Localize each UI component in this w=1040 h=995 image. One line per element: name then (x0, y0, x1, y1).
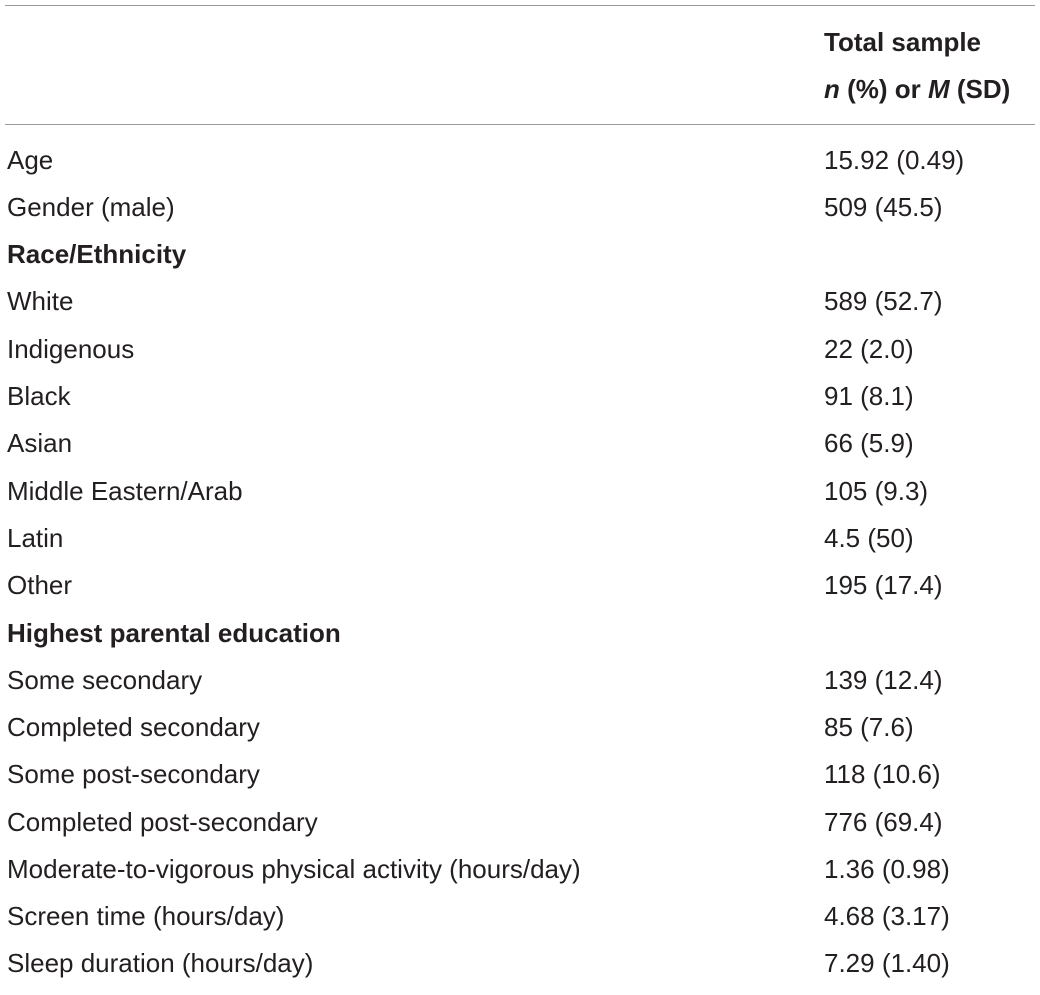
column-header-line1: Total sample (824, 27, 982, 57)
row-label: White (7, 286, 74, 316)
table-top-rule (5, 5, 1035, 6)
row-label: Latin (7, 523, 64, 553)
row-label: Sleep duration (hours/day) (7, 948, 314, 978)
table-row: Middle Eastern/Arab 105 (9.3) (0, 476, 1040, 523)
row-label: Gender (male) (7, 192, 175, 222)
table-row: Moderate-to-vigorous physical activity (… (0, 854, 1040, 901)
table-row: Sleep duration (hours/day) 7.29 (1.40) (0, 948, 1040, 995)
row-value: 85 (7.6) (824, 712, 914, 742)
table-header-rule (5, 124, 1035, 125)
header-mid: (%) or (839, 74, 928, 104)
table-row: Black 91 (8.1) (0, 381, 1040, 428)
table-row: Completed secondary 85 (7.6) (0, 712, 1040, 759)
table-row: Other 195 (17.4) (0, 570, 1040, 617)
header-m: M (928, 74, 950, 104)
row-value: 1.36 (0.98) (824, 854, 950, 884)
row-value: 91 (8.1) (824, 381, 914, 411)
header-n: n (824, 74, 840, 104)
row-label: Other (7, 570, 73, 600)
table-row: Some secondary 139 (12.4) (0, 665, 1040, 712)
column-header-line2: n (%) or M (SD) (824, 74, 1010, 104)
section-row: Highest parental education (0, 618, 1040, 665)
row-value: 589 (52.7) (824, 286, 943, 316)
table-row: Completed post-secondary 776 (69.4) (0, 807, 1040, 854)
table-row: Age 15.92 (0.49) (0, 145, 1040, 192)
row-label: Indigenous (7, 334, 135, 364)
table-row: Gender (male) 509 (45.5) (0, 192, 1040, 239)
row-value: 509 (45.5) (824, 192, 943, 222)
row-value: 4.5 (50) (824, 523, 914, 553)
row-value: 195 (17.4) (824, 570, 943, 600)
row-value: 66 (5.9) (824, 428, 914, 458)
row-label: Black (7, 381, 71, 411)
row-label: Some post-secondary (7, 759, 260, 789)
header-end: (SD) (949, 74, 1011, 104)
table-row: Some post-secondary 118 (10.6) (0, 759, 1040, 806)
row-label: Asian (7, 428, 73, 458)
row-value: 105 (9.3) (824, 476, 929, 506)
table-row: White 589 (52.7) (0, 286, 1040, 333)
row-value: 118 (10.6) (824, 759, 941, 789)
row-label: Completed post-secondary (7, 807, 318, 837)
row-value: 139 (12.4) (824, 665, 943, 695)
section-label: Highest parental education (7, 618, 341, 648)
row-label: Screen time (hours/day) (7, 901, 285, 931)
row-label: Middle Eastern/Arab (7, 476, 243, 506)
row-value: 4.68 (3.17) (824, 901, 950, 931)
row-value: 15.92 (0.49) (824, 145, 965, 175)
row-label: Moderate-to-vigorous physical activity (… (7, 854, 581, 884)
section-row: Race/Ethnicity (0, 239, 1040, 286)
row-value: 22 (2.0) (824, 334, 914, 364)
row-value: 7.29 (1.40) (824, 948, 950, 978)
table-row: Indigenous 22 (2.0) (0, 334, 1040, 381)
table-row: Screen time (hours/day) 4.68 (3.17) (0, 901, 1040, 948)
row-label: Age (7, 145, 54, 175)
section-label: Race/Ethnicity (7, 239, 187, 269)
row-value: 776 (69.4) (824, 807, 943, 837)
table-row: Latin 4.5 (50) (0, 523, 1040, 570)
row-label: Some secondary (7, 665, 203, 695)
row-label: Completed secondary (7, 712, 260, 742)
table-row: Asian 66 (5.9) (0, 428, 1040, 475)
